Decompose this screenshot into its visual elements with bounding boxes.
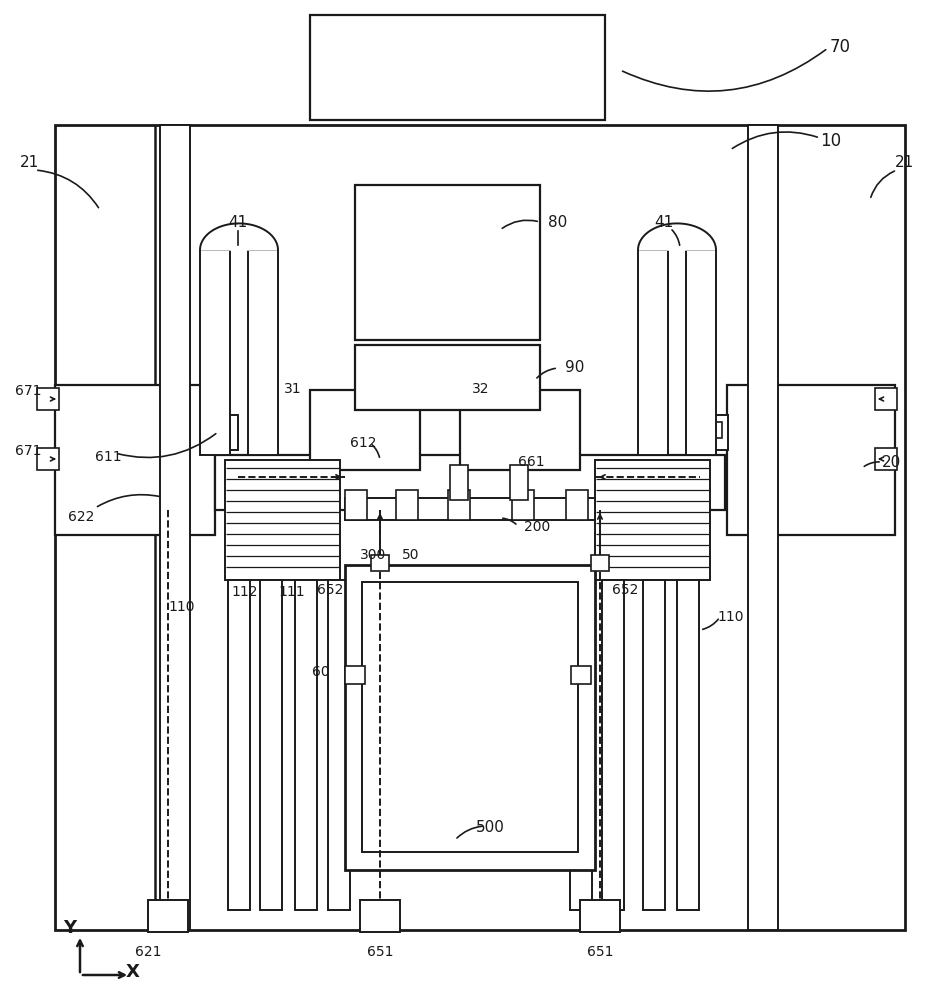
Bar [571,666,591,684]
Bar [602,580,624,910]
Bar [360,900,400,932]
Bar [228,580,250,910]
Text: 41: 41 [228,215,248,230]
Bar [310,390,420,470]
Text: Y: Y [63,919,76,937]
Bar [460,390,580,470]
Bar [160,125,190,930]
Bar [396,490,418,520]
Text: 31: 31 [284,382,302,396]
Text: 112: 112 [232,585,258,599]
Bar [686,250,716,455]
Bar [448,490,470,520]
Bar [210,415,238,450]
Text: 500: 500 [476,820,504,835]
Text: 80: 80 [548,215,567,230]
Text: 90: 90 [565,360,584,375]
Bar [345,666,365,684]
Text: 70: 70 [830,38,851,56]
Text: 300: 300 [360,548,386,562]
Polygon shape [200,223,278,250]
Text: 60: 60 [313,665,330,679]
Bar [570,580,592,910]
Text: 651: 651 [587,945,613,959]
Bar [345,498,595,520]
Bar [512,490,534,520]
Text: X: X [126,963,140,981]
Text: 622: 622 [68,510,94,524]
Bar [748,125,778,930]
Bar [450,465,468,500]
Bar [55,385,215,535]
Text: 21: 21 [895,155,915,170]
Text: 651: 651 [366,945,393,959]
Bar [677,580,699,910]
Text: 41: 41 [655,215,674,230]
Bar [295,580,317,910]
Text: 671: 671 [15,444,41,458]
Bar [215,455,725,510]
Bar [355,185,540,340]
Bar [875,448,897,470]
Bar [595,460,710,580]
Bar [355,345,540,410]
Bar [260,580,282,910]
Bar [37,388,59,410]
Text: 200: 200 [524,520,550,534]
Bar [214,422,230,438]
Bar [200,250,230,455]
Bar [727,385,895,535]
Bar [225,460,340,580]
Text: 32: 32 [472,382,490,396]
Polygon shape [638,223,716,250]
Text: 671: 671 [15,384,41,398]
Text: 652: 652 [612,583,639,597]
Bar [510,465,528,500]
Text: 110: 110 [169,600,195,614]
Text: 661: 661 [518,455,544,469]
Bar [310,15,605,120]
Bar [591,555,609,571]
Text: 21: 21 [20,155,40,170]
Text: 652: 652 [317,583,343,597]
Bar [643,580,665,910]
Bar [566,490,588,520]
Text: 110: 110 [717,610,743,624]
Text: 612: 612 [350,436,377,450]
Text: 621: 621 [135,945,161,959]
Bar [706,422,722,438]
Bar [148,900,188,932]
Bar [638,250,668,455]
Text: 10: 10 [820,132,841,150]
Bar [345,565,595,870]
Text: 111: 111 [278,585,304,599]
Bar [345,490,367,520]
Bar [875,388,897,410]
Bar [580,900,620,932]
Bar [55,125,905,930]
Bar [362,582,578,852]
Bar [700,415,728,450]
Text: 20: 20 [882,455,901,470]
Text: 50: 50 [402,548,419,562]
Text: 611: 611 [95,450,122,464]
Bar [371,555,389,571]
Bar [328,580,350,910]
Bar [248,250,278,455]
Bar [37,448,59,470]
